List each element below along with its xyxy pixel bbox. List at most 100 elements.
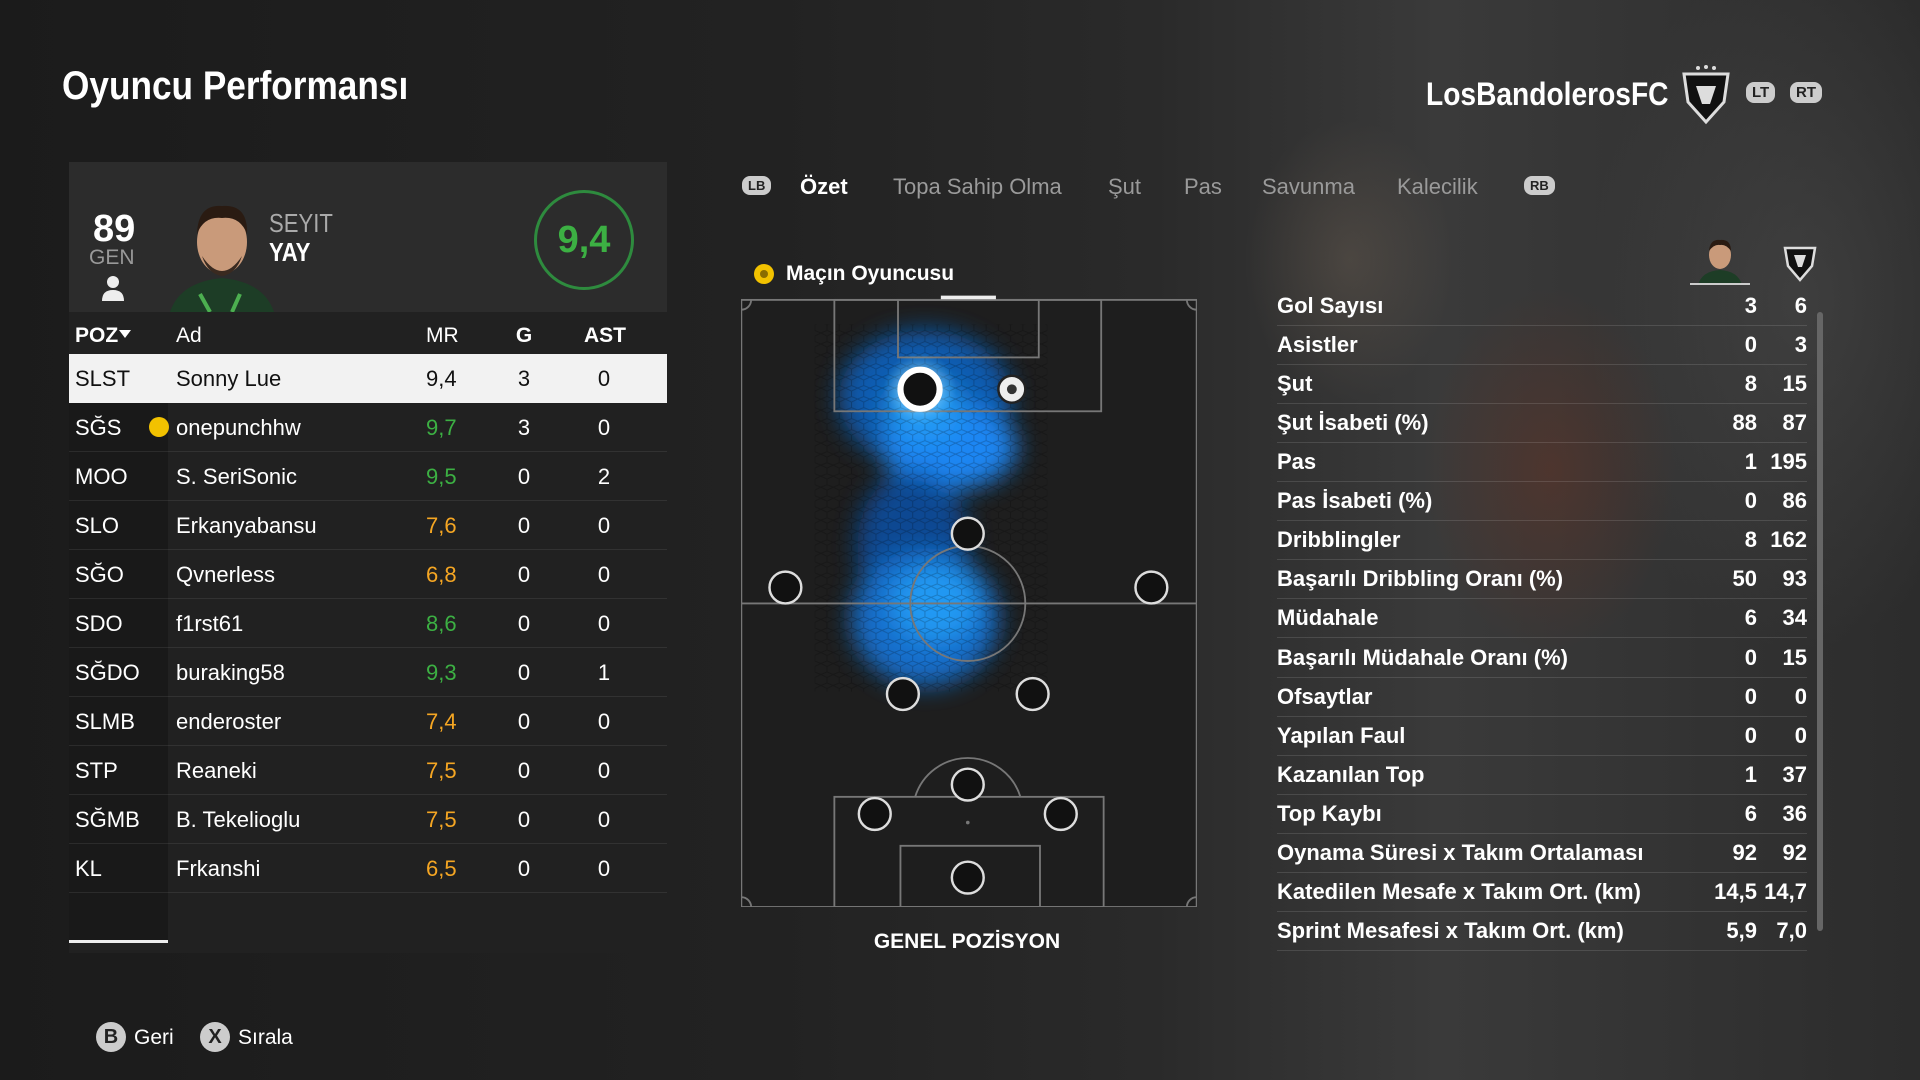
match-rating: 7,5 <box>426 807 457 832</box>
player-stat: 88 <box>1732 410 1757 436</box>
person-icon <box>102 276 124 301</box>
overall-rating: 89 <box>93 208 136 250</box>
assists: 0 <box>597 807 611 832</box>
team-name: LosBandolerosFC <box>1426 76 1669 112</box>
stat-separator <box>1277 598 1807 600</box>
stat-label: Pas <box>1277 449 1317 475</box>
assists: 1 <box>597 660 611 685</box>
lt-button[interactable]: LT <box>1746 82 1776 103</box>
player-stat: 1 <box>1744 761 1757 787</box>
position: STP <box>75 758 118 783</box>
position: KL <box>75 856 102 881</box>
position: SĞO <box>75 562 124 587</box>
footer-button-label[interactable]: Geri <box>134 1026 174 1049</box>
stat-label: Şut İsabeti (%) <box>1277 410 1429 436</box>
player-name: Sonny Lue <box>176 366 282 391</box>
lb-button[interactable]: LB <box>742 176 772 195</box>
player-name: f1rst61 <box>176 611 244 636</box>
player-stat: 5,9 <box>1726 917 1757 943</box>
player-row[interactable]: SLST Sonny Lue 9,4 3 0 <box>69 354 667 403</box>
match-rating: 8,6 <box>426 611 457 636</box>
player-row[interactable]: STP Reaneki 7,5 0 0 <box>69 746 667 795</box>
player-stat: 8 <box>1744 527 1757 553</box>
player-row[interactable]: SLO Erkanyabansu 7,6 0 0 <box>69 501 667 550</box>
team-stat: 37 <box>1782 761 1807 787</box>
player-row[interactable]: SĞO Qvnerless 6,8 0 0 <box>69 550 667 599</box>
footer-button-label[interactable]: Sırala <box>238 1026 293 1049</box>
sort-arrow <box>119 330 131 338</box>
stat-separator <box>1277 403 1807 405</box>
goals: 0 <box>517 660 531 685</box>
position: MOO <box>75 464 128 489</box>
player-row[interactable]: SLMB enderoster 7,4 0 0 <box>69 697 667 746</box>
stat-separator <box>1277 949 1807 951</box>
tab[interactable]: Topa Sahip Olma <box>893 174 1062 199</box>
player-stat: 92 <box>1732 839 1757 865</box>
player-stat: 3 <box>1744 293 1757 318</box>
tab[interactable]: Savunma <box>1262 174 1355 199</box>
player-name: S. SeriSonic <box>176 464 298 489</box>
assists: 0 <box>597 856 611 881</box>
last-name: YAY <box>269 237 311 267</box>
stat-label: Dribblingler <box>1277 527 1401 553</box>
match-rating: 7,5 <box>426 758 457 783</box>
player-stat: 1 <box>1744 449 1757 475</box>
scroll-indicator <box>69 940 168 943</box>
player-row[interactable]: SĞMB B. Tekelioglu 7,5 0 0 <box>69 795 667 844</box>
stat-separator <box>1277 676 1807 678</box>
stat-separator <box>1277 715 1807 717</box>
player-row[interactable]: SĞDO buraking58 9,3 0 1 <box>69 648 667 697</box>
player-stat: 14,5 <box>1714 878 1757 904</box>
position: SLO <box>75 513 120 538</box>
column-header[interactable]: Ad <box>176 324 202 347</box>
stat-separator <box>1277 325 1807 326</box>
player-name: onepunchhw <box>176 415 301 440</box>
player-stat: 0 <box>1744 488 1757 514</box>
player-row[interactable]: SĞS onepunchhw 9,7 3 0 <box>69 403 667 452</box>
column-header[interactable]: G <box>515 324 533 347</box>
stat-label: Başarılı Müdahale Oranı (%) <box>1277 644 1568 670</box>
position: SĞMB <box>75 807 140 832</box>
tab[interactable]: Kalecilik <box>1397 174 1478 199</box>
player-row[interactable]: MOO S. SeriSonic 9,5 0 2 <box>69 452 667 501</box>
first-name: SEYIT <box>269 208 333 238</box>
motm-icon <box>149 417 169 437</box>
stat-label: Şut <box>1277 371 1313 397</box>
scrollbar[interactable] <box>1817 312 1823 931</box>
footer-button-icon[interactable]: B <box>96 1022 126 1052</box>
player-name: enderoster <box>176 709 282 734</box>
match-rating: 7,4 <box>426 709 457 734</box>
column-header[interactable]: AST <box>584 324 626 347</box>
stat-separator <box>1277 481 1807 483</box>
table-header: POZ Ad MR G AST <box>69 320 667 354</box>
tab[interactable]: Pas <box>1184 174 1222 199</box>
goals: 3 <box>517 366 531 391</box>
rb-button[interactable]: RB <box>1524 176 1555 195</box>
tab[interactable]: Şut <box>1108 174 1142 199</box>
goals: 0 <box>517 562 531 587</box>
team-thumbnail <box>1783 246 1817 282</box>
footer-button-icon[interactable]: X <box>200 1022 230 1052</box>
rt-button[interactable]: RT <box>1790 82 1822 103</box>
goals: 0 <box>517 856 531 881</box>
player-name: buraking58 <box>176 660 285 685</box>
stat-separator <box>1277 520 1807 522</box>
player-row[interactable]: KL Frkanshi 6,5 0 0 <box>69 844 667 893</box>
player-name: B. Tekelioglu <box>176 807 301 832</box>
stat-separator <box>1277 754 1807 756</box>
team-stat: 86 <box>1782 488 1807 514</box>
stat-label: Pas İsabeti (%) <box>1277 488 1433 514</box>
stat-label: Sprint Mesafesi x Takım Ort. (km) <box>1277 917 1624 943</box>
tab[interactable]: Özet <box>800 174 848 199</box>
stat-label: Ofsaytlar <box>1277 683 1373 709</box>
stat-separator <box>1277 637 1807 639</box>
match-rating: 6,5 <box>426 856 457 881</box>
column-header[interactable]: POZ <box>75 324 119 347</box>
player-stat: 0 <box>1744 332 1757 358</box>
assists: 2 <box>597 464 611 489</box>
player-row[interactable]: SDO f1rst61 8,6 0 0 <box>69 599 667 648</box>
heatmap-pitch <box>741 295 1197 907</box>
column-header[interactable]: MR <box>426 324 459 347</box>
match-rating: 9,5 <box>426 464 457 489</box>
